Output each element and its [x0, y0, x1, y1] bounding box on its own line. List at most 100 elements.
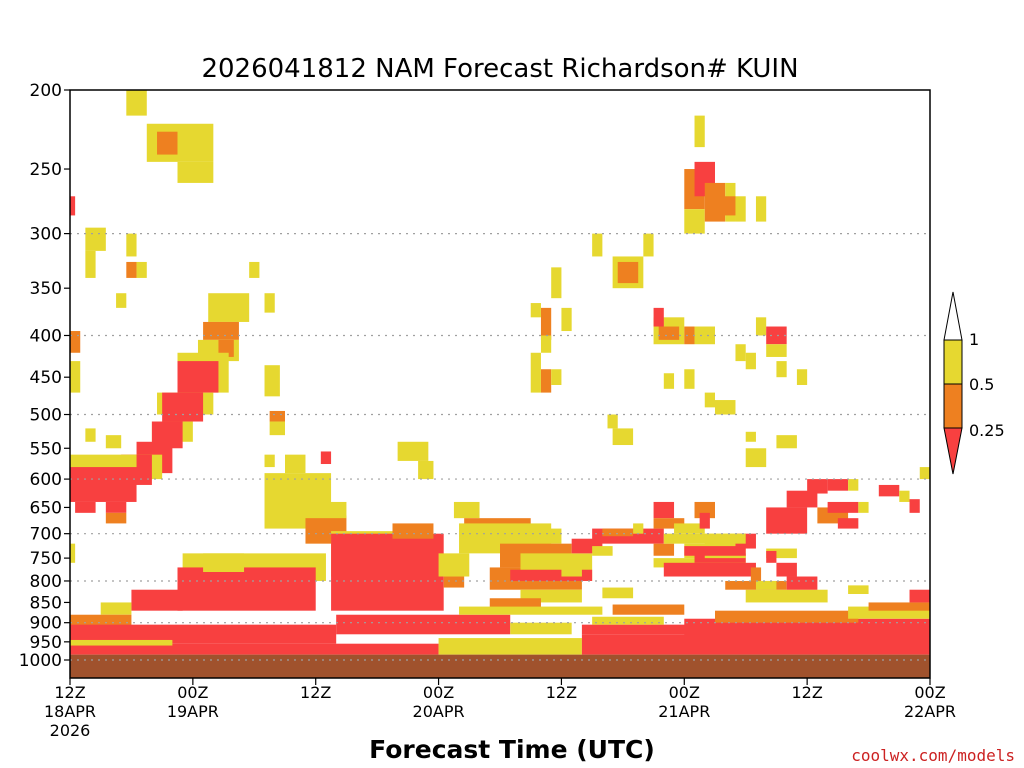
heatmap-cell-y [438, 638, 582, 655]
y-tick-label: 800 [30, 572, 62, 592]
heatmap-cell-o [653, 543, 675, 556]
heatmap-cell-r [653, 307, 664, 327]
y-tick-label: 550 [30, 439, 62, 459]
ground-fill [70, 654, 930, 678]
heatmap-cell-o [540, 369, 552, 393]
heatmap-cell-y [663, 533, 746, 544]
x-tick-label: 21APR [658, 702, 710, 721]
legend-label: 0.25 [969, 421, 1005, 440]
heatmap-cell-y [684, 209, 705, 234]
heatmap-cell-o [70, 614, 132, 627]
x-tick-label: 00Z [423, 683, 454, 702]
heatmap-cell-y [766, 344, 787, 357]
legend-label: 1 [969, 330, 979, 349]
heatmap-cell-y [479, 528, 562, 544]
heatmap-cell-r [909, 499, 920, 513]
y-tick-label: 400 [30, 326, 62, 346]
heatmap-cell-y [70, 454, 137, 468]
heatmap-cell-r [878, 484, 900, 497]
heatmap-cell-y [561, 307, 572, 332]
heatmap-cell-y [136, 261, 147, 278]
heatmap-cell-o [157, 131, 178, 155]
heatmap-cell-r [766, 550, 777, 563]
heatmap-cell-y [126, 233, 137, 257]
y-tick-label: 300 [30, 225, 62, 245]
x-tick-label: 12Z [791, 683, 822, 702]
heatmap-cell-y [766, 548, 797, 559]
credit-text: coolwx.com/models [851, 746, 1015, 765]
heatmap-cell-r [766, 507, 808, 534]
heatmap-cell-y [745, 589, 828, 603]
heatmap-cell-y [776, 361, 787, 378]
heatmap-cell-o [750, 567, 762, 581]
legend-swatch-mid [943, 383, 963, 429]
heatmap-cell-o [269, 410, 285, 422]
heatmap-cell-r [684, 546, 746, 556]
heatmap-cell-y [755, 317, 767, 336]
heatmap-cell-o [443, 576, 465, 588]
heatmap-cell-y [674, 523, 705, 534]
heatmap-cell-r [162, 392, 204, 422]
heatmap-cell-y [607, 414, 618, 429]
y-tick-label: 650 [30, 498, 62, 518]
heatmap-cell-r [699, 512, 710, 529]
x-tick-label: 20APR [413, 702, 465, 721]
heatmap-cell-r [177, 567, 316, 611]
heatmap-cell-y [530, 352, 541, 393]
heatmap-cell-y [592, 616, 664, 625]
heatmap-cell-y [592, 546, 613, 556]
heatmap-cell-y [264, 293, 275, 313]
heatmap-cell-y [592, 233, 603, 257]
heatmap-cell-r [827, 479, 849, 491]
heatmap-cell-y [208, 293, 250, 322]
heatmap-cell-o [602, 528, 634, 537]
y-tick-label: 850 [30, 593, 62, 613]
x-tick-label: 12Z [546, 683, 577, 702]
heatmap-cell-y [715, 400, 736, 415]
x-tick-label: 2026 [50, 721, 91, 740]
heatmap-cell-y [899, 490, 910, 502]
heatmap-cell-y [694, 115, 705, 148]
y-tick-label: 200 [30, 81, 62, 101]
heatmap-cell-y [285, 454, 306, 474]
heatmap-cell-y [249, 261, 260, 278]
x-tick-label: 00Z [177, 683, 208, 702]
heatmap-cell-r [336, 614, 511, 635]
heatmap-cell-y [397, 441, 429, 461]
y-tick-label: 1000 [19, 651, 62, 671]
y-tick-label: 350 [30, 279, 62, 299]
heatmap-cell-r [70, 643, 439, 655]
heatmap-cell-o [684, 326, 695, 345]
heatmap-cell-y [85, 250, 96, 278]
x-tick-label: 22APR [904, 702, 956, 721]
y-tick-label: 700 [30, 525, 62, 545]
heatmap-cell-y [203, 553, 245, 573]
heatmap-cell-y [643, 233, 654, 257]
heatmap-cell-y [70, 543, 76, 563]
y-tick-label: 250 [30, 160, 62, 180]
heatmap-cell-y [510, 622, 572, 635]
heatmap-cell-r [70, 624, 337, 644]
heatmap-cell-y [530, 303, 541, 318]
legend-label: 0.5 [969, 375, 994, 394]
heatmap-cell-y [70, 361, 81, 393]
heatmap-cell-y [177, 161, 214, 183]
heatmap-cell-y [919, 467, 930, 480]
heatmap-cell-y [116, 293, 127, 308]
heatmap-cell-y [755, 196, 767, 222]
y-axis: 200 250 300 350 400 450 500 550 600 650 700 750 8008… [19, 81, 70, 671]
heatmap-cell-o [658, 326, 680, 340]
heatmap-cell-y [684, 369, 695, 389]
heatmap-cell-o [612, 604, 685, 615]
heatmap-cell-y [745, 352, 756, 370]
heatmap-cell-r [70, 196, 76, 216]
heatmap-cell-y [704, 392, 715, 408]
heatmap-cell-o [653, 518, 685, 529]
heatmap-cell-r [909, 589, 930, 603]
y-tick-label: 450 [30, 368, 62, 388]
heatmap-cell-y [70, 639, 173, 646]
heatmap-cell-y [264, 454, 275, 468]
heatmap-cell-r [786, 490, 818, 508]
heatmap-cell-y [735, 344, 746, 362]
